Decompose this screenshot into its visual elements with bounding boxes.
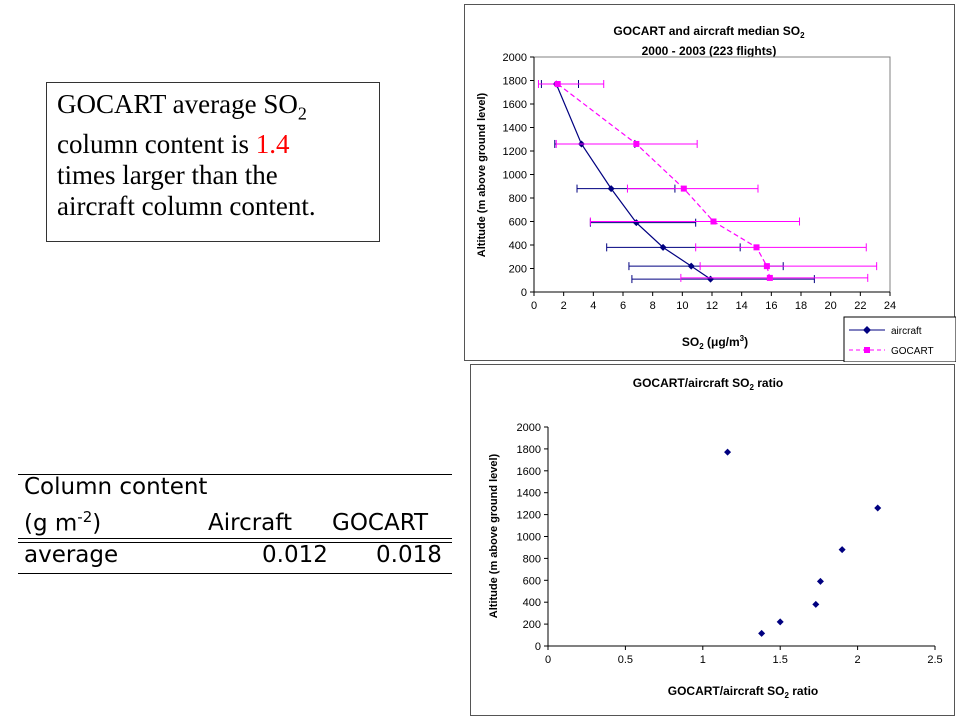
chart2-data xyxy=(724,448,882,637)
summary-line-4: aircraft column content. xyxy=(57,191,316,222)
gocart-point xyxy=(633,140,640,147)
aircraft-point xyxy=(607,185,615,193)
chart1-xtick-label: 6 xyxy=(620,300,626,312)
chart2-xtick-label: 0 xyxy=(545,654,551,666)
ratio-point xyxy=(812,600,820,608)
chart1-title-line1: GOCART and aircraft median SO2 xyxy=(613,24,805,40)
chart1-xtick-label: 10 xyxy=(676,300,688,312)
summary-line-2: column content is 1.4 xyxy=(57,129,290,160)
ratio-point xyxy=(838,546,846,554)
chart2-ytick-label: 1400 xyxy=(517,488,541,500)
chart2-title: GOCART/aircraft SO2 ratio xyxy=(633,376,784,392)
chart1-xtick-label: 14 xyxy=(736,300,748,312)
chart1-xtick-label: 24 xyxy=(884,300,896,312)
legend-aircraft-label: aircraft xyxy=(891,326,922,337)
chart1-plot-area xyxy=(533,56,891,293)
chart2-ytick-label: 400 xyxy=(523,597,541,609)
chart2-xtick-label: 2.5 xyxy=(927,654,942,666)
chart1-data xyxy=(537,80,878,284)
chart2-ylabel: Altitude (m above ground level) xyxy=(488,453,500,618)
chart2-xlabel: GOCART/aircraft SO2 ratio xyxy=(668,684,819,700)
chart2-axes: 0 200 400 600 800 1000 1200 1400 1600 1800 2000 0 0.… xyxy=(517,422,943,666)
chart2-xtick-label: 1 xyxy=(700,654,706,666)
ratio-point xyxy=(816,577,824,585)
aircraft-point xyxy=(707,275,715,283)
summary-line-3: times larger than the xyxy=(57,160,278,191)
chart1-xtick-label: 16 xyxy=(765,300,777,312)
chart2-ytick-label: 1800 xyxy=(517,444,541,456)
median-so2-svg: GOCART and aircraft median SO2 2000 - 20… xyxy=(476,24,957,363)
chart2-ytick-label: 2000 xyxy=(517,422,541,434)
summary-textbox: GOCART average SO2 column content is 1.4… xyxy=(46,82,380,242)
chart1-ytick-label: 1800 xyxy=(503,76,527,88)
chart2-ytick-label: 600 xyxy=(523,575,541,587)
chart1-ytick-label: 1000 xyxy=(503,170,527,182)
chart1-xtick-label: 4 xyxy=(590,300,596,312)
gocart-point xyxy=(753,244,760,251)
chart2-xtick-label: 1.5 xyxy=(773,654,788,666)
chart1-ytick-label: 0 xyxy=(521,287,527,299)
chart1-title-line2: 2000 - 2003 (223 flights) xyxy=(642,44,777,58)
chart1-ytick-label: 600 xyxy=(509,217,527,229)
aircraft-point xyxy=(659,243,667,251)
chart1-xtick-label: 0 xyxy=(531,300,537,312)
gocart-point xyxy=(766,274,773,281)
ratio-point xyxy=(724,448,732,456)
table-top-rule xyxy=(18,474,452,475)
table-header-title: Column content xyxy=(24,474,208,500)
gocart-point xyxy=(680,185,687,192)
chart2-ytick-label: 200 xyxy=(523,619,541,631)
legend-aircraft-marker xyxy=(863,326,871,334)
table-header-rule-1 xyxy=(18,538,452,539)
gocart-point xyxy=(710,218,717,225)
chart1-legend: aircraft GOCART xyxy=(843,316,957,363)
chart1-xtick-label: 22 xyxy=(854,300,866,312)
chart2-xtick-label: 2 xyxy=(855,654,861,666)
ratio-svg: GOCART/aircraft SO2 ratio Altitude (m ab… xyxy=(488,376,943,700)
aircraft-point xyxy=(687,262,695,270)
chart2-ytick-label: 0 xyxy=(535,641,541,653)
chart1-ylabel: Altitude (m above ground level) xyxy=(476,92,488,257)
aircraft-series-line xyxy=(555,83,711,280)
table-row-label: average xyxy=(24,542,119,568)
gocart-point xyxy=(554,81,561,88)
median-so2-chart: GOCART and aircraft median SO2 2000 - 20… xyxy=(464,4,957,363)
table-header-rule-2 xyxy=(18,542,452,543)
chart1-ytick-label: 400 xyxy=(509,240,527,252)
table-header-units: (g m-2) xyxy=(24,508,102,537)
table-cell-gocart: 0.018 xyxy=(376,542,442,568)
ratio-point xyxy=(874,504,882,512)
chart1-ytick-label: 1200 xyxy=(503,146,527,158)
chart2-ytick-label: 1200 xyxy=(517,510,541,522)
aircraft-point xyxy=(632,219,640,227)
chart1-xtick-label: 12 xyxy=(706,300,718,312)
chart2-ytick-label: 1600 xyxy=(517,466,541,478)
ratio-chart: GOCART/aircraft SO2 ratio Altitude (m ab… xyxy=(470,364,955,716)
ratio-point xyxy=(758,629,766,637)
summary-line-1: GOCART average SO2 xyxy=(57,89,307,124)
chart1-xtick-label: 20 xyxy=(825,300,837,312)
chart2-xtick-label: 0.5 xyxy=(618,654,633,666)
chart1-xlabel: SO2 (μg/m3) xyxy=(682,334,748,351)
legend-gocart-label: GOCART xyxy=(891,346,934,357)
table-bottom-rule xyxy=(18,573,452,574)
ratio-value: 1.4 xyxy=(255,129,290,160)
chart2-ytick-label: 800 xyxy=(523,553,541,565)
chart1-ytick-label: 1400 xyxy=(503,123,527,135)
chart1-xtick-label: 2 xyxy=(561,300,567,312)
ratio-point xyxy=(776,618,784,626)
chart1-xtick-label: 18 xyxy=(795,300,807,312)
legend-gocart-marker xyxy=(864,347,870,353)
chart1-ytick-label: 2000 xyxy=(503,52,527,64)
chart1-ytick-label: 800 xyxy=(509,193,527,205)
table-col-aircraft: Aircraft xyxy=(208,510,292,536)
table-cell-aircraft: 0.012 xyxy=(262,542,328,568)
chart1-ytick-label: 1600 xyxy=(503,99,527,111)
gocart-point xyxy=(763,263,770,270)
chart2-ytick-label: 1000 xyxy=(517,532,541,544)
chart1-xtick-label: 8 xyxy=(650,300,656,312)
chart1-ytick-label: 200 xyxy=(509,264,527,276)
table-col-gocart: GOCART xyxy=(332,510,429,536)
